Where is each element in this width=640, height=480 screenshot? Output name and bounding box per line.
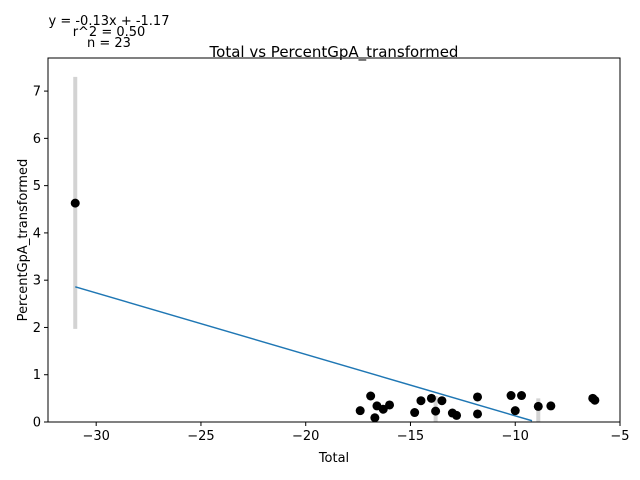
data-point	[355, 406, 365, 416]
data-point	[431, 406, 441, 416]
fit-line-group	[75, 286, 533, 422]
data-point	[385, 400, 395, 410]
data-point	[473, 392, 483, 402]
data-point	[546, 401, 556, 411]
data-point	[70, 198, 80, 208]
data-point	[452, 410, 462, 420]
y-tick-label: 1	[33, 368, 41, 383]
y-tick-label: 3	[33, 274, 41, 289]
data-point	[366, 391, 376, 401]
plot-frame	[47, 57, 621, 423]
data-point	[590, 395, 600, 405]
x-axis-label: Total	[318, 451, 349, 466]
error-bars	[73, 76, 541, 422]
y-tick-label: 0	[33, 416, 41, 431]
data-point	[533, 401, 543, 411]
x-axis-ticks: −30 −25 −20 −15 −10 −5	[82, 422, 630, 444]
x-tick-label: −30	[82, 429, 109, 444]
y-tick-label: 2	[33, 321, 41, 336]
data-point	[473, 409, 483, 419]
n-annotation: n = 23	[87, 36, 131, 51]
data-point	[517, 391, 527, 401]
chart-title: Total vs PercentGpA_transformed	[209, 43, 459, 62]
x-tick-label: −5	[610, 429, 629, 444]
y-axis-label: PercentGpA_transformed	[16, 159, 31, 322]
fit-line	[75, 286, 533, 422]
data-point	[378, 404, 388, 414]
scatter-points	[70, 198, 600, 423]
data-point	[506, 391, 516, 401]
y-axis-ticks: 0 1 2 3 4 5 6 7	[33, 85, 48, 431]
y-tick-label: 6	[33, 132, 41, 147]
x-tick-label: −25	[187, 429, 214, 444]
data-point	[410, 408, 420, 418]
data-point	[370, 413, 380, 423]
data-point	[437, 396, 447, 406]
r-squared-annotation: r^2 = 0.50	[73, 25, 146, 40]
data-point	[416, 396, 426, 406]
x-tick-label: −20	[292, 429, 319, 444]
y-tick-label: 5	[33, 179, 41, 194]
y-tick-label: 7	[33, 85, 41, 100]
x-tick-label: −10	[502, 429, 529, 444]
data-point	[510, 406, 520, 416]
data-point	[426, 393, 436, 403]
equation-annotation: y = -0.13x + -1.17	[49, 14, 170, 29]
x-tick-label: −15	[397, 429, 424, 444]
y-tick-label: 4	[33, 226, 41, 241]
